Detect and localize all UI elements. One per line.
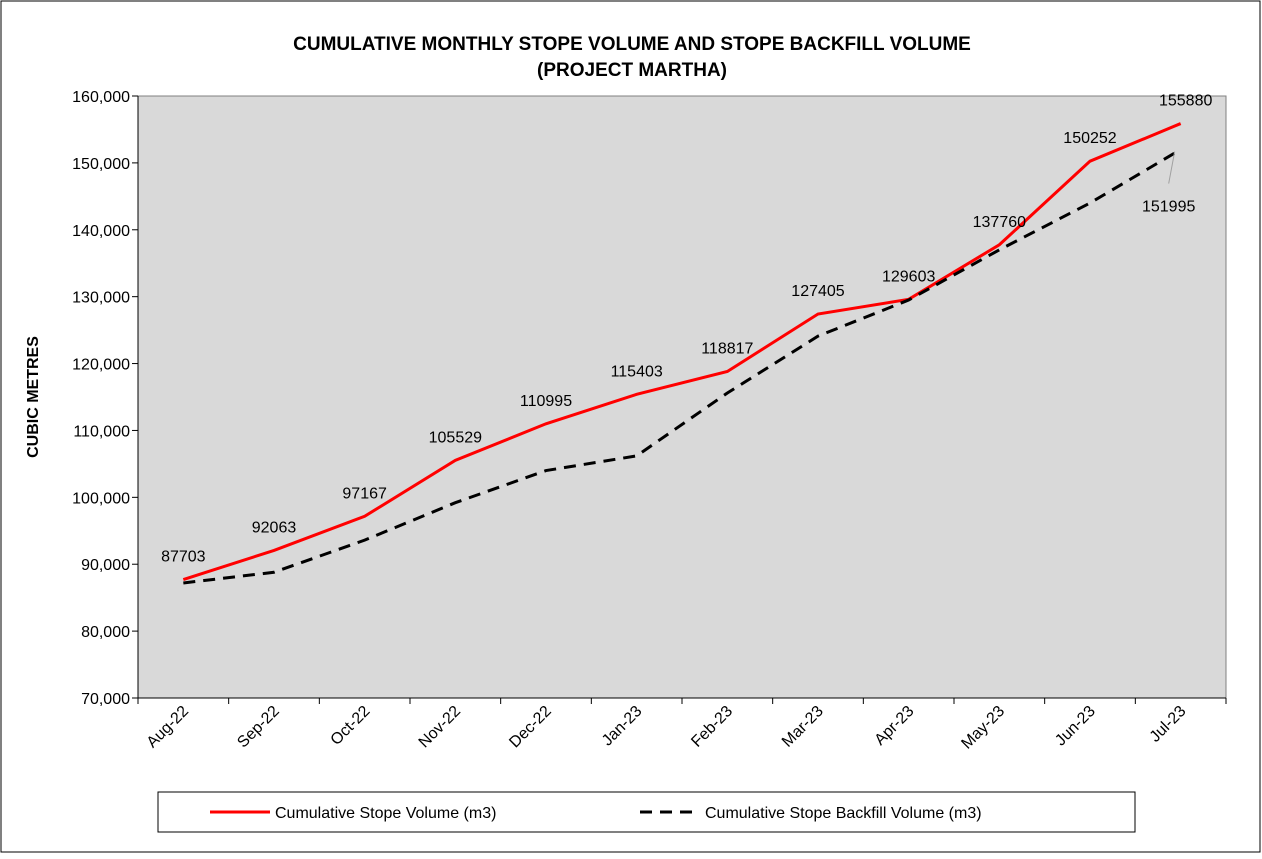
data-label: 129603 bbox=[882, 268, 935, 285]
chart-title: CUMULATIVE MONTHLY STOPE VOLUME AND STOP… bbox=[293, 34, 971, 55]
y-tick-label: 130,000 bbox=[72, 290, 130, 307]
plot-area bbox=[137, 95, 1227, 699]
data-label: 155880 bbox=[1159, 93, 1212, 110]
y-tick-label: 90,000 bbox=[81, 557, 130, 574]
data-label: 110995 bbox=[520, 393, 572, 410]
data-label: 115403 bbox=[611, 363, 663, 380]
chart-subtitle: (PROJECT MARTHA) bbox=[537, 60, 727, 81]
leader-line bbox=[1168, 151, 1176, 184]
data-label: 127405 bbox=[791, 283, 844, 300]
y-tick-label: 140,000 bbox=[72, 223, 130, 240]
series-line bbox=[182, 122, 1182, 582]
data-label: 150252 bbox=[1063, 130, 1116, 147]
data-label: 105529 bbox=[429, 429, 482, 446]
data-label: 92063 bbox=[252, 519, 297, 536]
y-tick-label: 100,000 bbox=[72, 490, 130, 507]
data-label: 151995 bbox=[1142, 199, 1195, 216]
data-label: 118817 bbox=[701, 340, 753, 357]
series-line bbox=[183, 148, 1182, 585]
data-label: 97167 bbox=[342, 485, 387, 502]
legend-box bbox=[157, 791, 1136, 833]
y-axis-label: CUBIC METRES bbox=[25, 336, 42, 458]
y-tick-label: 70,000 bbox=[81, 691, 130, 708]
y-tick-label: 110,000 bbox=[73, 423, 130, 440]
legend-label: Cumulative Stope Volume (m3) bbox=[275, 805, 496, 822]
legend-label: Cumulative Stope Backfill Volume (m3) bbox=[705, 805, 982, 822]
y-tick-label: 160,000 bbox=[72, 89, 130, 106]
data-label: 87703 bbox=[161, 549, 206, 566]
y-tick-label: 120,000 bbox=[72, 357, 130, 374]
data-label: 137760 bbox=[973, 214, 1026, 231]
y-tick-label: 150,000 bbox=[72, 156, 130, 173]
y-tick-label: 80,000 bbox=[81, 624, 130, 641]
